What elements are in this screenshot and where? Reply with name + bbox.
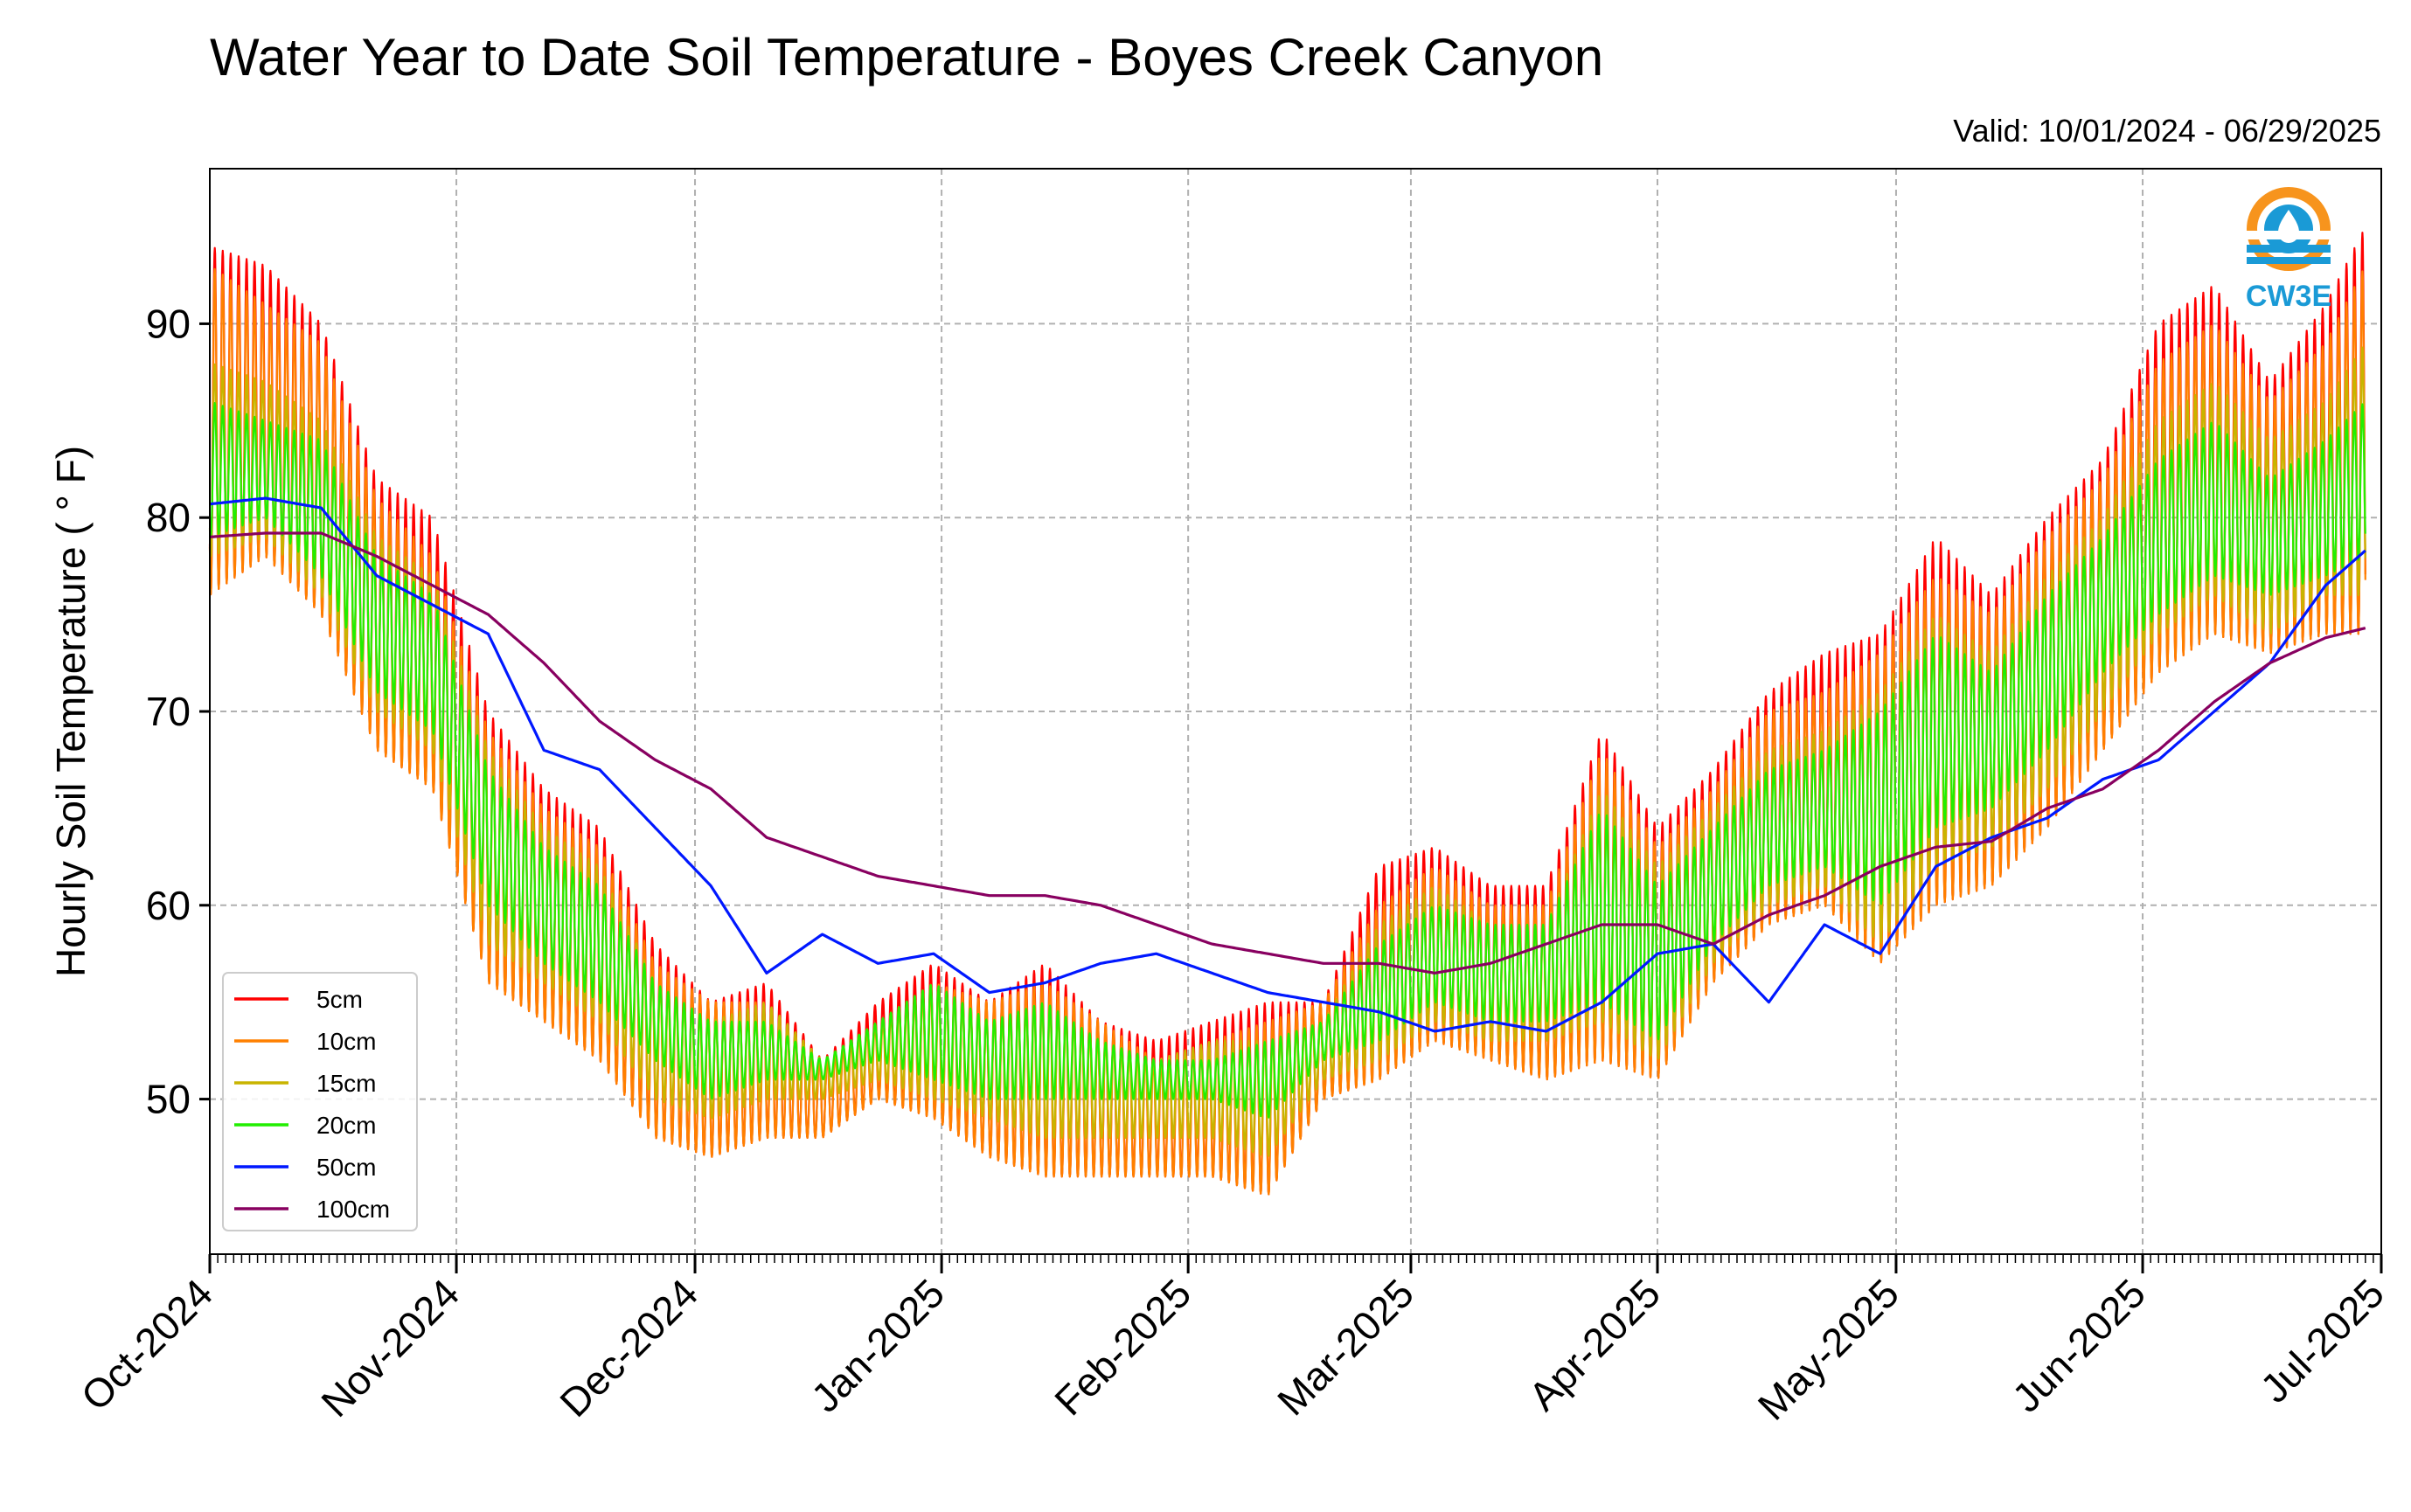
y-axis-label: Hourly Soil Temperature ( ° F): [48, 446, 94, 977]
series-layer: [208, 232, 2366, 1196]
legend-label-5cm: 5cm: [316, 986, 363, 1013]
legend: 5cm 10cm 15cm 20cm 50cm 100cm: [222, 972, 418, 1231]
legend-label-100cm: 100cm: [316, 1196, 390, 1223]
chart-subtitle: Valid: 10/01/2024 - 06/29/2025: [1953, 113, 2381, 149]
series-line-20cm: [208, 402, 2366, 1119]
legend-label-20cm: 20cm: [316, 1112, 376, 1139]
y-tick-label: 80: [146, 495, 191, 540]
logo-text: CW3E: [2246, 280, 2331, 313]
y-tick-label: 60: [146, 883, 191, 928]
y-tick-label: 70: [146, 689, 191, 734]
legend-label-15cm: 15cm: [316, 1070, 376, 1097]
series-line-100cm: [209, 531, 2366, 975]
chart-title: Water Year to Date Soil Temperature - Bo…: [210, 28, 1603, 87]
y-tick-label: 50: [146, 1077, 191, 1122]
cw3e-logo: CW3E: [2246, 187, 2331, 313]
legend-label-10cm: 10cm: [316, 1028, 376, 1055]
y-tick-label: 90: [146, 301, 191, 346]
legend-label-50cm: 50cm: [316, 1154, 376, 1181]
